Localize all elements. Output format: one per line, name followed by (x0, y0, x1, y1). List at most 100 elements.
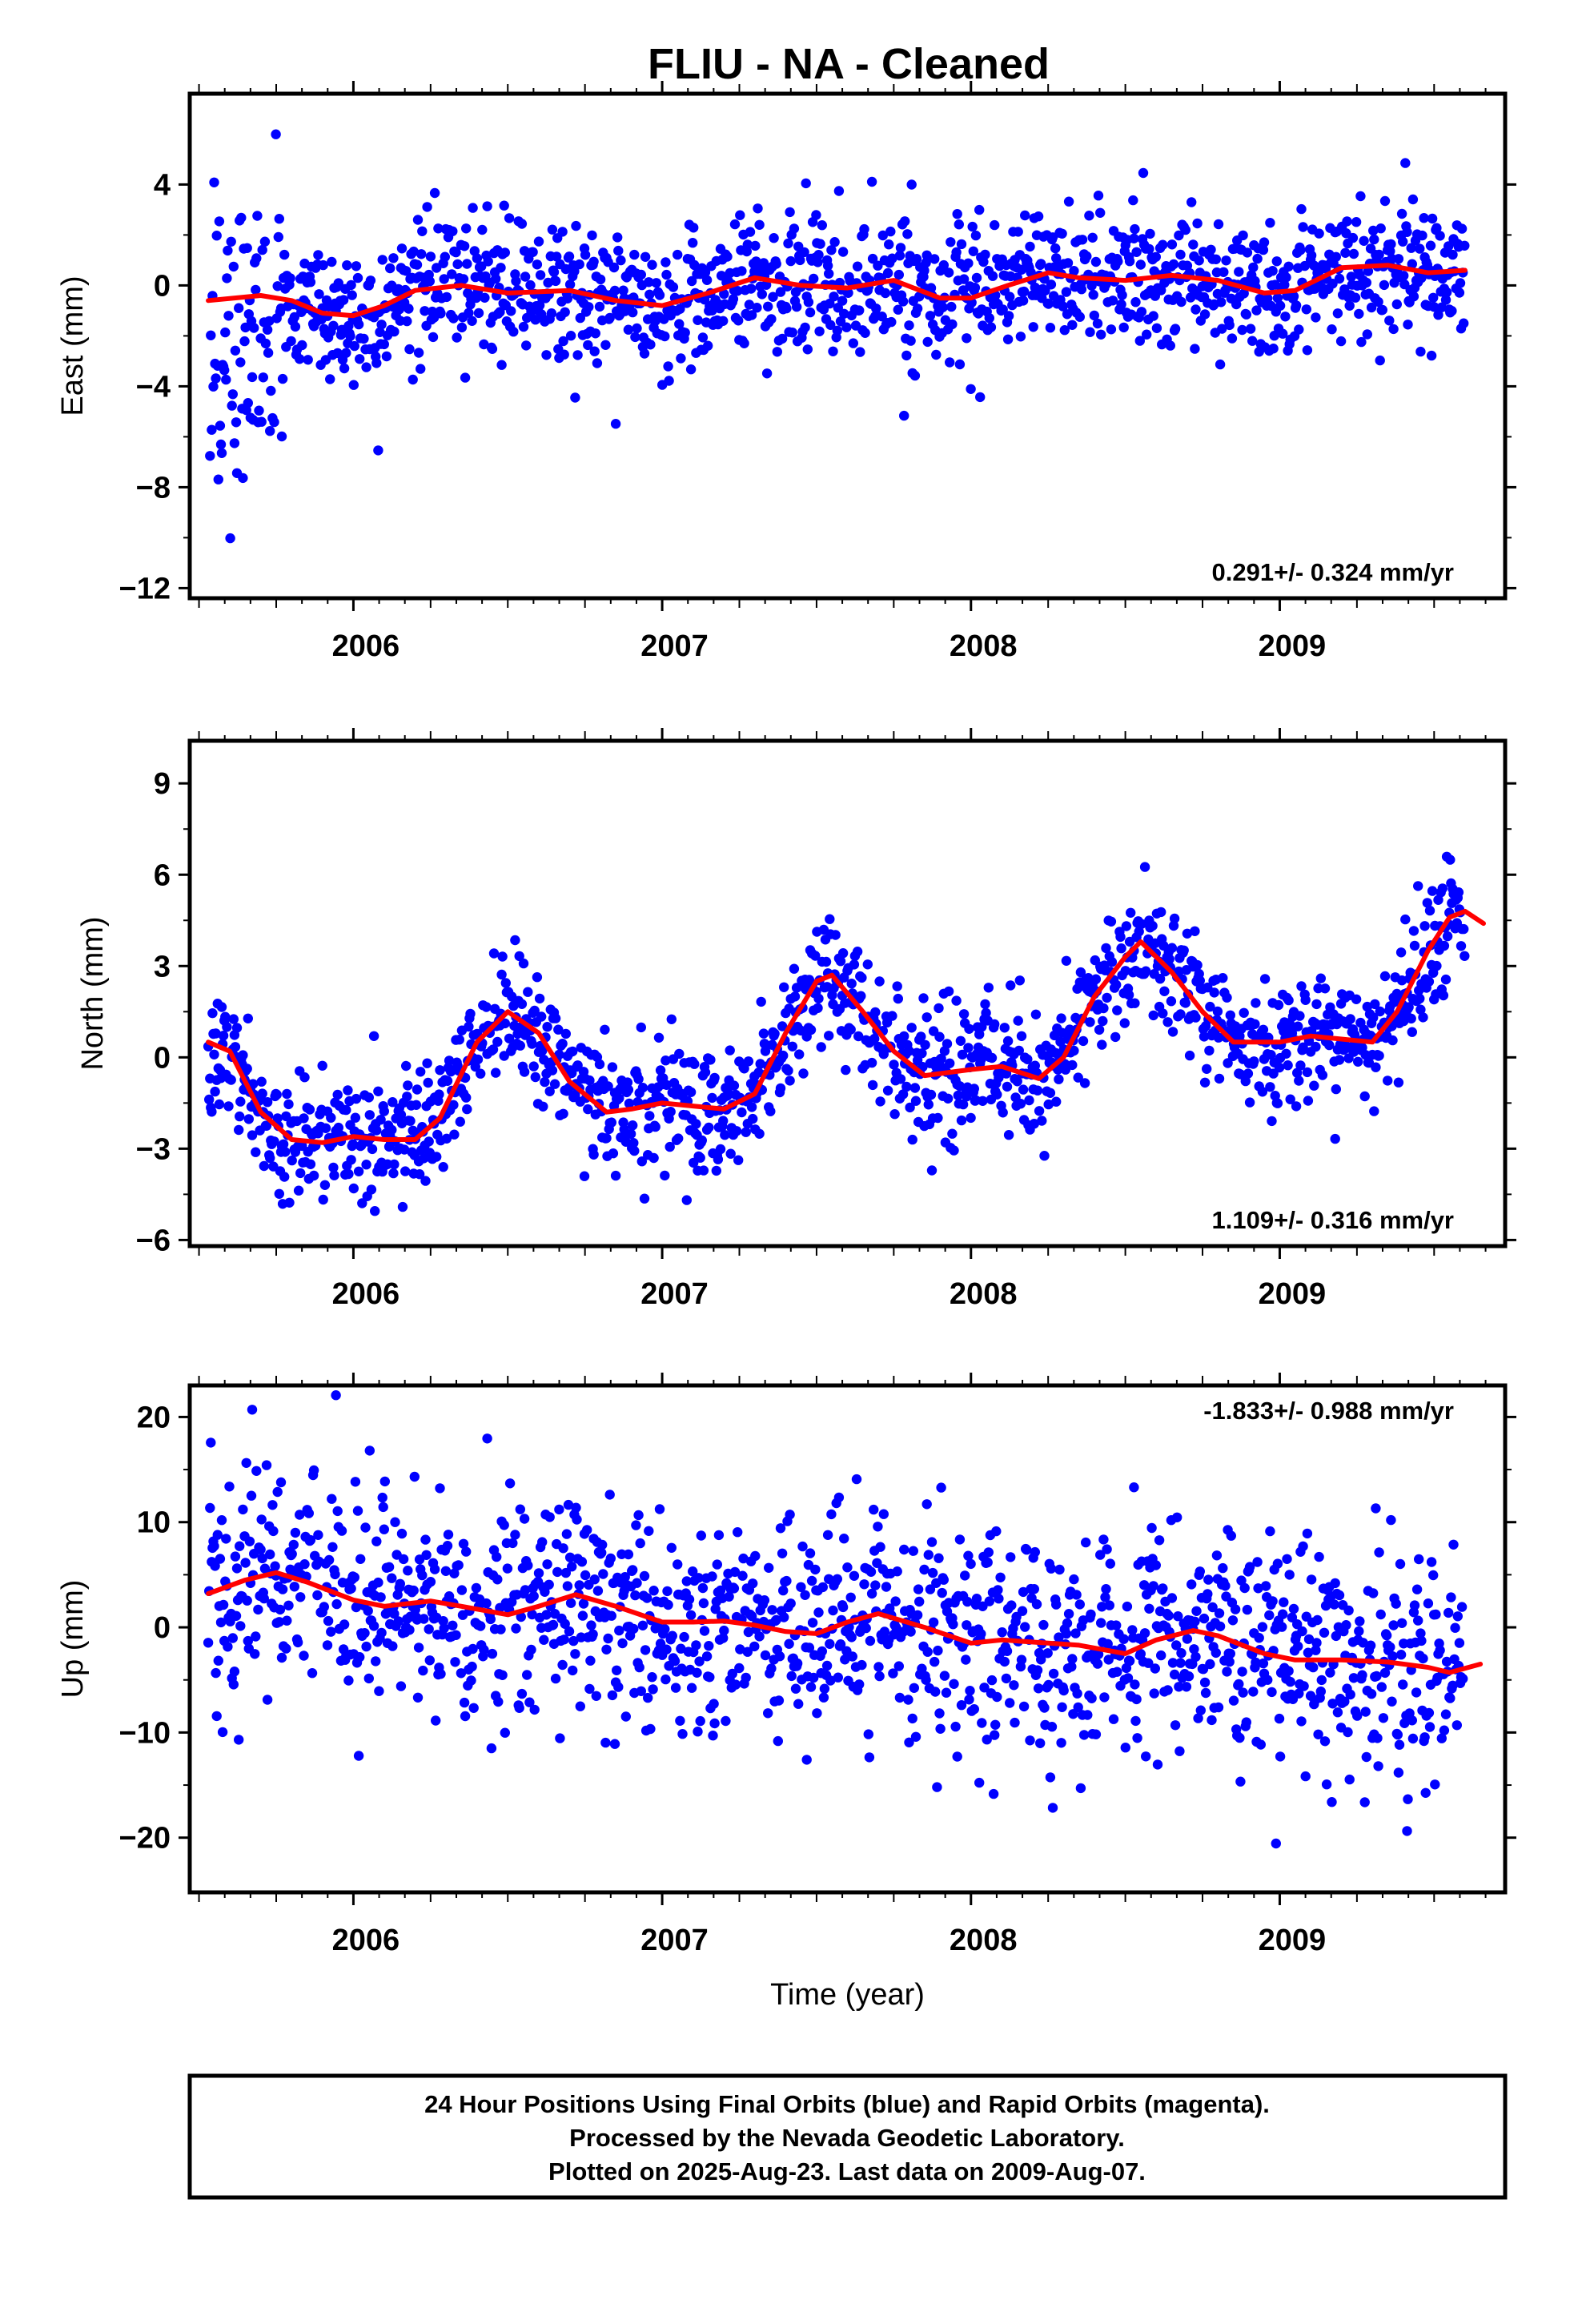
east-mm-data-point (1241, 309, 1252, 320)
east-mm-data-point (1440, 295, 1452, 305)
up-mm-data-point (910, 1731, 921, 1742)
up-mm-data-point (1303, 1634, 1315, 1645)
up-mm-data-point (754, 1631, 765, 1642)
up-mm-data-point (764, 1562, 774, 1574)
east-mm-data-point (854, 305, 865, 316)
east-mm-data-point (1247, 336, 1258, 346)
up-mm-data-point (1030, 1546, 1041, 1558)
up-mm-data-point (353, 1751, 364, 1761)
east-mm-ytick-label: 0 (154, 269, 171, 303)
east-mm-data-point (1386, 239, 1396, 250)
up-mm-data-point (1311, 1645, 1321, 1655)
east-mm-data-point (852, 261, 863, 271)
north-mm-ytick-label: 0 (154, 1041, 171, 1075)
up-mm-data-point (554, 1504, 564, 1515)
up-mm-data-point (1183, 1671, 1195, 1682)
north-mm-data-point (783, 1065, 793, 1076)
east-mm-data-point (1429, 302, 1439, 312)
up-mm-data-point (1372, 1733, 1383, 1743)
east-mm-data-point (456, 322, 468, 333)
north-mm-data-point (1406, 1013, 1416, 1024)
up-mm-data-point (1315, 1686, 1327, 1697)
north-mm-data-point (496, 969, 507, 980)
north-mm-data-point (305, 1159, 316, 1170)
up-mm-data-point (849, 1570, 860, 1582)
north-mm-ytick-label: 3 (154, 950, 171, 983)
up-mm-data-point (408, 1585, 419, 1596)
up-mm-data-point (1424, 1722, 1435, 1732)
north-mm-data-point (1120, 966, 1131, 976)
north-mm-data-point (607, 1062, 618, 1072)
east-mm-data-point (348, 380, 359, 390)
east-mm-data-point (297, 340, 307, 351)
up-mm-data-point (1358, 1638, 1368, 1648)
east-mm-data-point (258, 372, 268, 383)
up-mm-data-point (261, 1460, 272, 1470)
east-mm-data-point (899, 410, 909, 421)
east-mm-data-point (351, 261, 362, 271)
north-mm-data-point (1235, 1069, 1246, 1080)
east-mm-data-point (1407, 259, 1418, 269)
north-mm-data-point (481, 1002, 492, 1012)
up-mm-data-point (379, 1524, 389, 1534)
up-mm-data-point (964, 1695, 974, 1705)
up-mm-data-point (1394, 1739, 1405, 1750)
up-mm-data-point (948, 1619, 958, 1630)
east-mm-data-point (787, 328, 797, 338)
east-mm-data-point (1279, 279, 1290, 290)
north-mm-data-point (401, 1060, 412, 1072)
north-mm-data-point (274, 1188, 284, 1200)
east-mm-data-point (381, 351, 392, 362)
north-mm-data-point (644, 1111, 655, 1121)
up-mm-ytick-label: 10 (137, 1506, 171, 1540)
up-mm-xtick-label: 2007 (640, 1924, 709, 1957)
east-mm-data-point (1113, 256, 1123, 267)
east-mm-data-point (1117, 290, 1127, 300)
up-mm-data-point (307, 1668, 318, 1679)
up-mm-data-point (1413, 1615, 1423, 1626)
north-mm-data-point (674, 1048, 685, 1059)
north-mm-data-point (238, 1050, 248, 1060)
east-mm-data-point (859, 223, 869, 235)
east-mm-data-point (520, 271, 531, 282)
up-mm-data-point (250, 1649, 260, 1659)
east-mm-data-point (919, 265, 930, 276)
north-mm-data-point (572, 1060, 583, 1071)
up-mm-data-point (1242, 1604, 1253, 1615)
up-mm-data-point (1452, 1611, 1464, 1622)
north-mm-data-point (544, 1086, 555, 1097)
north-mm-data-point (882, 1085, 893, 1096)
east-mm-data-point (904, 320, 914, 331)
up-mm-data-point (854, 1679, 865, 1690)
up-mm-data-point (617, 1638, 628, 1649)
up-mm-data-point (1284, 1570, 1295, 1580)
north-mm-data-point (209, 1049, 219, 1060)
east-mm-data-point (1375, 223, 1386, 234)
up-mm-data-point (468, 1703, 479, 1713)
north-mm-data-point (557, 1039, 568, 1049)
east-mm-data-point (1327, 279, 1338, 289)
up-mm-data-point (931, 1578, 942, 1589)
up-mm-data-point (1238, 1687, 1248, 1698)
east-mm-data-point (783, 238, 793, 249)
north-mm-data-point (1396, 975, 1407, 986)
east-mm-data-point (1369, 234, 1379, 245)
up-mm-data-point (383, 1562, 395, 1573)
east-mm-data-point (987, 271, 998, 281)
east-mm-data-point (1335, 336, 1347, 347)
north-mm-data-point (1353, 1056, 1363, 1068)
up-mm-data-point (938, 1574, 950, 1585)
up-mm-data-point (865, 1635, 876, 1647)
east-mm-data-point (1234, 267, 1244, 277)
east-mm-data-point (215, 420, 226, 431)
east-mm-data-point (1106, 324, 1117, 335)
up-mm-data-point (485, 1614, 496, 1625)
east-mm-data-point (1045, 323, 1056, 333)
east-mm-data-point (825, 320, 836, 330)
north-mm-data-point (1456, 941, 1467, 951)
up-mm-data-point (461, 1546, 472, 1557)
east-mm-data-point (675, 304, 685, 314)
up-mm-data-point (1031, 1599, 1042, 1610)
up-mm-data-point (743, 1626, 754, 1638)
north-mm-data-point (361, 1160, 371, 1170)
